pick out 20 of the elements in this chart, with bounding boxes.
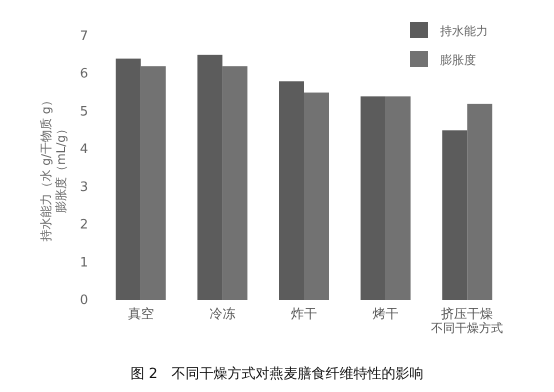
y-tick-label: 6 [80,66,88,82]
x-tick-label: 挤压干燥 [441,307,494,322]
legend-label: 膨胀度 [440,53,476,67]
x-tick-label: 烤干 [372,307,399,322]
y-axis-title: 持水能力（水 g/干物质 g）膨胀度（mL/g） [39,94,68,242]
y-tick-label: 2 [80,218,88,233]
legend-item: 持水能力 [410,22,488,38]
legend-label: 持水能力 [440,24,488,38]
y-tick-label: 4 [80,142,88,158]
x-tick-label: 冷冻 [209,307,236,322]
y-tick-label: 5 [80,104,88,120]
x-tick-label: 炸干 [291,307,317,322]
legend-item: 膨胀度 [410,51,476,67]
y-tick-label: 3 [80,180,88,195]
x-axis-title: 不同干燥方式 [431,321,504,335]
y-tick-label: 0 [80,293,88,308]
y-tick-label: 7 [80,29,88,44]
y-tick-label: 1 [80,255,88,270]
text: 图 2 不同干燥方式对燕麦膳食纤维特性的影响 [130,366,424,382]
x-tick-label: 真空 [128,307,154,322]
